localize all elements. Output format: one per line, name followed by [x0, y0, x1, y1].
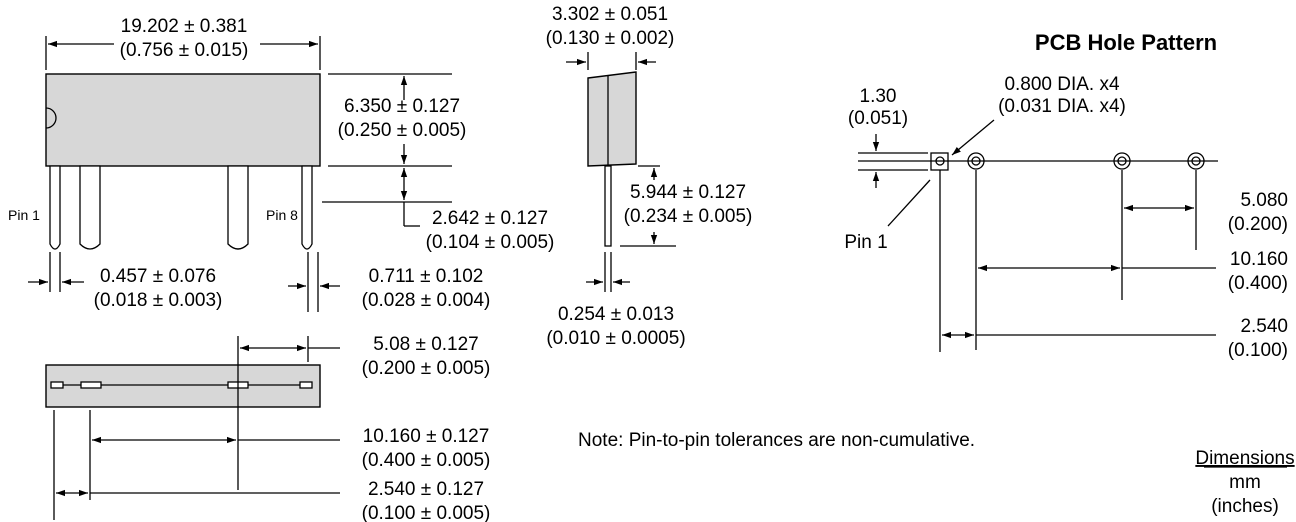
pcb-pin1-label: Pin 1 [844, 232, 887, 253]
dim-height-in: (0.250 ± 0.005) [338, 120, 467, 141]
dim-pinwidth-mm: 0.457 ± 0.076 [100, 266, 216, 287]
dim-pitcha-mm: 5.08 ± 0.127 [373, 334, 479, 355]
pcb-pattern [858, 119, 1218, 352]
side-body [587, 71, 637, 167]
dim-width-mm: 3.302 ± 0.051 [552, 4, 668, 25]
dim-pitcha-in: (0.200 ± 0.005) [362, 358, 491, 379]
dim-pinlength-in: (0.234 ± 0.005) [624, 206, 753, 227]
pcb-a-in: (0.200) [1228, 214, 1288, 235]
dim-pitchb-in: (0.400 ± 0.005) [362, 450, 491, 471]
dim-pitchc-mm: 2.540 ± 0.127 [368, 479, 484, 500]
dim-pinlength-mm: 5.944 ± 0.127 [630, 182, 746, 203]
units-primary: mm [1229, 472, 1261, 493]
bottom-view [45, 336, 340, 520]
dim-pinthick-in: (0.010 ± 0.0005) [546, 328, 685, 349]
dim-standoff-mm: 2.642 ± 0.127 [432, 208, 548, 229]
dim-pitchb-mm: 10.160 ± 0.127 [363, 426, 490, 447]
front-pins [49, 165, 313, 250]
pcb-hole [1187, 152, 1205, 170]
pcb-b-mm: 10.160 [1230, 249, 1288, 270]
pcb-c-mm: 2.540 [1240, 316, 1288, 337]
pcb-hole [967, 152, 985, 170]
units-secondary: (inches) [1211, 496, 1279, 517]
dim-height-mm: 6.350 ± 0.127 [344, 96, 460, 117]
side-view [566, 52, 676, 292]
dim-pinwidth2-in: (0.028 ± 0.004) [362, 290, 491, 311]
pcb-hole-in: (0.031 DIA. x4) [998, 96, 1126, 117]
pcb-a-mm: 5.080 [1240, 190, 1288, 211]
tolerance-note: Note: Pin-to-pin tolerances are non-cumu… [578, 430, 975, 451]
pcb-hole [1113, 152, 1131, 170]
dim-pinwidth2-mm: 0.711 ± 0.102 [369, 266, 484, 287]
dim-standoff-in: (0.104 ± 0.005) [426, 232, 555, 253]
pcb-title: PCB Hole Pattern [1035, 30, 1217, 55]
pin8-label: Pin 8 [266, 207, 298, 223]
dim-length-mm: 19.202 ± 0.381 [121, 16, 248, 37]
pcb-b-in: (0.400) [1228, 273, 1288, 294]
front-view [28, 36, 452, 312]
dim-length-in: (0.756 ± 0.015) [120, 40, 249, 61]
pcb-offset-in: (0.051) [848, 108, 908, 129]
pcb-offset-mm: 1.30 [860, 86, 897, 107]
dim-pinwidth-in: (0.018 ± 0.003) [94, 290, 223, 311]
side-pin [604, 165, 612, 247]
body-notch [45, 107, 57, 129]
dim-width-in: (0.130 ± 0.002) [546, 28, 675, 49]
pin1-label: Pin 1 [8, 207, 40, 223]
dim-pinthick-mm: 0.254 ± 0.013 [558, 304, 674, 325]
pcb-hole-mm: 0.800 DIA. x4 [1004, 74, 1120, 95]
relay-body [45, 73, 321, 167]
dim-pitchc-in: (0.100 ± 0.005) [362, 503, 491, 522]
units-heading: Dimensions [1195, 448, 1294, 469]
pcb-c-in: (0.100) [1228, 340, 1288, 361]
